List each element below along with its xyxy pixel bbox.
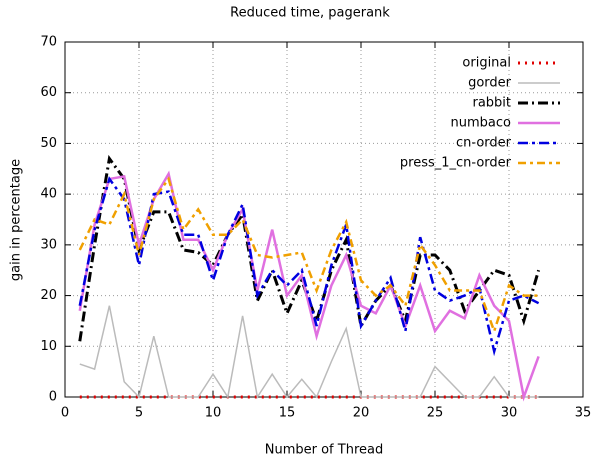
y-tick-label: 30 [40, 237, 57, 252]
y-tick-label: 70 [40, 35, 57, 50]
legend-label: rabbit [472, 96, 511, 111]
x-tick-label: 30 [501, 406, 518, 421]
x-tick-label: 35 [575, 406, 591, 421]
y-tick-label: 60 [40, 85, 57, 100]
series-line [78, 154, 541, 342]
x-tick-label: 0 [61, 406, 69, 421]
x-tick-label: 25 [427, 406, 444, 421]
legend-label: gorder [468, 76, 512, 91]
y-tick-label: 50 [40, 136, 57, 151]
y-tick-label: 0 [49, 390, 57, 405]
x-tick-label: 20 [353, 406, 370, 421]
series-line [79, 305, 539, 399]
plot-frame [64, 41, 584, 398]
legend-label: cn-order [456, 136, 512, 151]
legend-label: original [462, 56, 511, 71]
series-line [78, 176, 539, 335]
y-axis-label: gain in percentage [9, 159, 24, 281]
y-tick-label: 20 [40, 288, 57, 303]
series-line [78, 170, 540, 402]
x-tick-label: 10 [205, 406, 222, 421]
x-tick-label: 5 [135, 406, 143, 421]
legend-label: press_1_cn-order [400, 156, 512, 171]
y-tick-label: 40 [40, 187, 57, 202]
x-axis-label: Number of Thread [265, 443, 383, 458]
chart-title: Reduced time, pagerank [230, 6, 390, 21]
legend-label: numbaco [451, 116, 512, 131]
series-line [78, 176, 540, 357]
y-tick-label: 10 [40, 339, 57, 354]
x-tick-label: 15 [279, 406, 296, 421]
